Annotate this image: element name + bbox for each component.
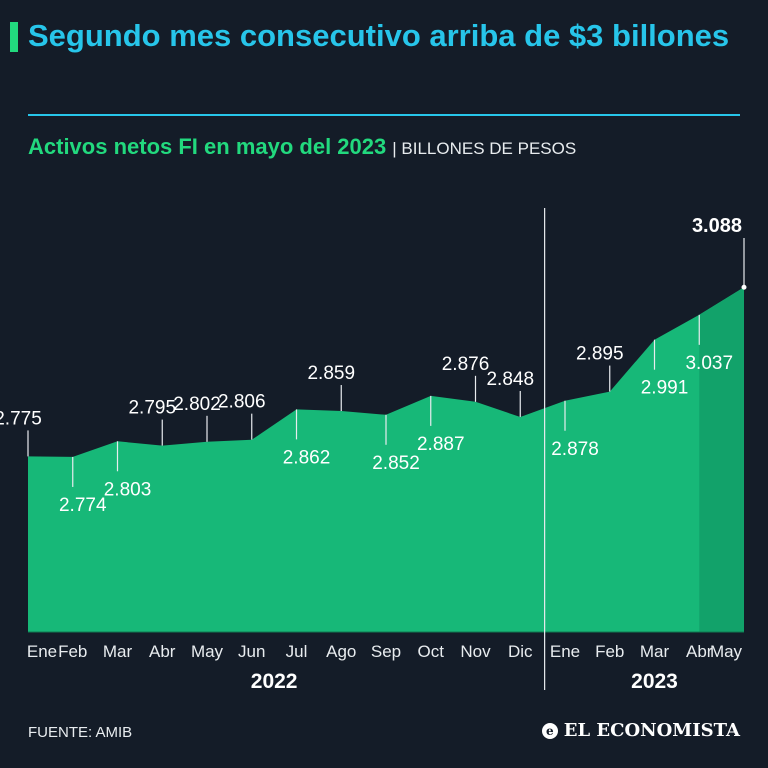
year-label: 2023 [631, 670, 678, 693]
x-tick-label: Ene [550, 642, 580, 661]
value-label: 3.037 [685, 353, 733, 374]
value-label: 2.806 [218, 392, 266, 413]
value-label: 2.852 [372, 453, 420, 474]
value-label: 2.862 [283, 447, 331, 468]
data-point [741, 284, 747, 290]
area-highlight [699, 287, 744, 632]
value-label: 2.802 [173, 394, 221, 415]
x-tick-label: Jul [286, 642, 308, 661]
chart-title: Segundo mes consecutivo arriba de $3 bil… [28, 18, 730, 53]
x-tick-label: Dic [508, 642, 533, 661]
x-tick-label: Nov [460, 642, 491, 661]
value-label: 2.774 [59, 495, 107, 516]
value-label: 2.803 [104, 479, 152, 500]
x-tick-label: May [710, 642, 743, 661]
brand-e-icon: e [541, 722, 558, 739]
value-label: 3.088 [692, 215, 742, 237]
area-fill [28, 287, 744, 632]
value-label: 2.991 [641, 378, 689, 399]
title-accent-bar [10, 22, 18, 52]
value-label: 2.775 [0, 408, 42, 429]
x-tick-label: Feb [58, 642, 87, 661]
x-tick-label: Abr [686, 642, 713, 661]
value-label: 2.795 [128, 398, 176, 419]
value-label: 2.848 [486, 369, 534, 390]
brand-name: EL ECONOMISTA [563, 720, 740, 741]
year-label: 2022 [251, 670, 298, 693]
x-tick-label: May [191, 642, 224, 661]
x-tick-label: Mar [103, 642, 133, 661]
chart-subtitle: Activos netos FI en mayo del 2023 | BILLO… [28, 134, 576, 160]
title-divider [28, 114, 740, 116]
source-note: FUENTE: AMIB [28, 724, 133, 741]
x-tick-label: Mar [640, 642, 670, 661]
x-tick-label: Ene [27, 642, 57, 661]
x-tick-label: Ago [326, 642, 356, 661]
value-label: 2.895 [576, 344, 624, 365]
value-label: 2.859 [307, 363, 355, 384]
x-tick-label: Jun [238, 642, 265, 661]
brand-logo: e EL ECONOMISTA [541, 720, 740, 741]
x-tick-label: Sep [371, 642, 401, 661]
unit-label: | BILLONES DE PESOS [392, 139, 577, 158]
x-tick-label: Abr [149, 642, 176, 661]
subtitle-text: Activos netos FI en mayo del 2023 [28, 134, 387, 159]
value-label: 2.878 [551, 439, 599, 460]
value-label: 2.876 [442, 354, 490, 375]
value-label: 2.887 [417, 434, 465, 455]
x-tick-label: Feb [595, 642, 624, 661]
x-tick-label: Oct [418, 642, 445, 661]
